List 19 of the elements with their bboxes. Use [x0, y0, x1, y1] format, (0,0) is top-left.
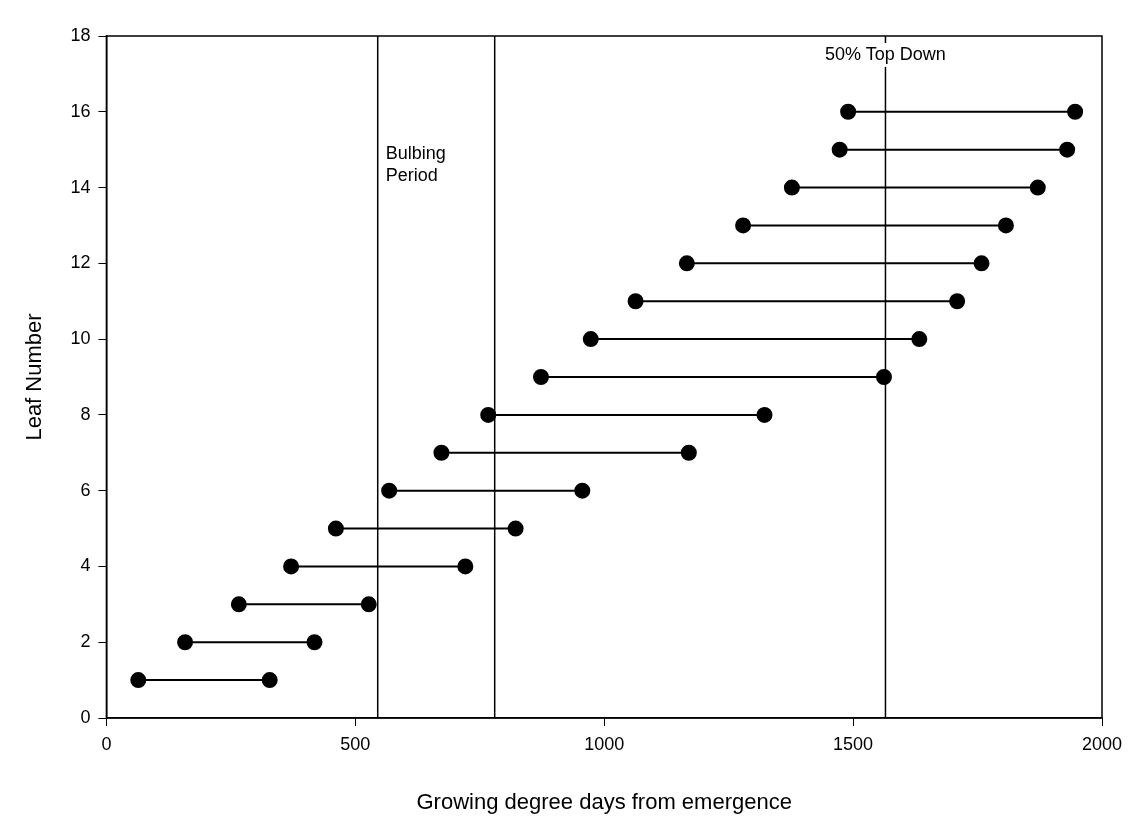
y-tick-label: 10	[70, 328, 91, 349]
annotation: Bulbing Period	[385, 142, 446, 185]
y-tick-label: 2	[80, 631, 91, 652]
y-tick-label: 12	[70, 252, 91, 273]
x-tick-label: 0	[101, 733, 112, 754]
y-tick-label: 0	[80, 706, 91, 727]
x-tick-label: 2000	[1081, 733, 1123, 754]
y-tick-label: 18	[70, 24, 91, 45]
y-tick-label: 4	[80, 555, 91, 576]
x-tick-label: 500	[340, 733, 371, 754]
y-tick-label: 8	[80, 403, 91, 424]
y-tick-label: 6	[80, 479, 91, 500]
y-tick-label: 16	[70, 100, 91, 121]
y-axis-title: Leaf Number	[21, 313, 47, 441]
annotation: 50% Top Down	[825, 43, 946, 64]
x-axis-title: Growing degree days from emergence	[416, 788, 792, 814]
y-tick-label: 14	[70, 176, 91, 197]
x-tick-label: 1000	[584, 733, 625, 754]
x-tick-label: 1500	[833, 733, 874, 754]
